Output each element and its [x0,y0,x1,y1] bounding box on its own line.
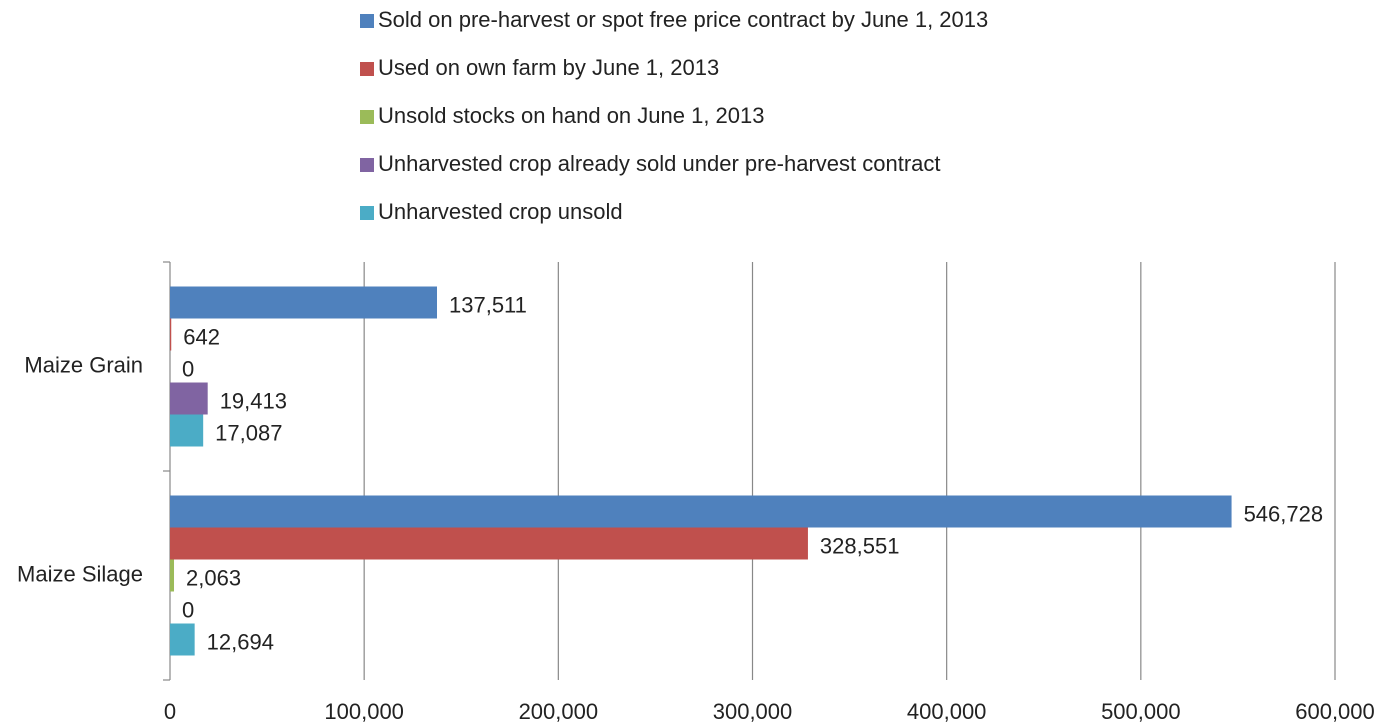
legend-label: Unsold stocks on hand on June 1, 2013 [378,103,765,128]
x-tick-label: 300,000 [713,699,793,724]
data-label: 17,087 [215,420,282,445]
data-label: 328,551 [820,533,900,558]
legend-label: Unharvested crop already sold under pre-… [378,151,941,176]
legend-swatch [360,110,374,124]
x-tick-label: 400,000 [907,699,987,724]
data-label: 2,063 [186,565,241,590]
legend-label: Unharvested crop unsold [378,199,623,224]
data-label: 0 [182,356,194,381]
bar [170,527,808,560]
x-tick-label: 100,000 [324,699,404,724]
data-label: 546,728 [1244,501,1324,526]
legend-swatch [360,62,374,76]
x-tick-label: 500,000 [1101,699,1181,724]
bar [170,318,172,351]
data-label: 0 [182,597,194,622]
data-label: 642 [183,324,220,349]
x-tick-label: 0 [164,699,176,724]
data-label: 137,511 [449,292,527,317]
bar [170,559,175,592]
data-label: 12,694 [207,629,274,654]
legend-label: Sold on pre-harvest or spot free price c… [378,7,988,32]
bar [170,495,1232,528]
bar [170,382,208,415]
bar [170,623,195,656]
bar [170,286,438,319]
y-tick-label: Maize Silage [17,561,143,586]
bar [170,414,204,447]
x-tick-label: 200,000 [519,699,599,724]
legend-label: Used on own farm by June 1, 2013 [378,55,719,80]
legend-swatch [360,14,374,28]
legend-swatch [360,158,374,172]
x-tick-label: 600,000 [1295,699,1375,724]
data-label: 19,413 [220,388,287,413]
legend-swatch [360,206,374,220]
y-tick-label: Maize Grain [24,352,143,377]
